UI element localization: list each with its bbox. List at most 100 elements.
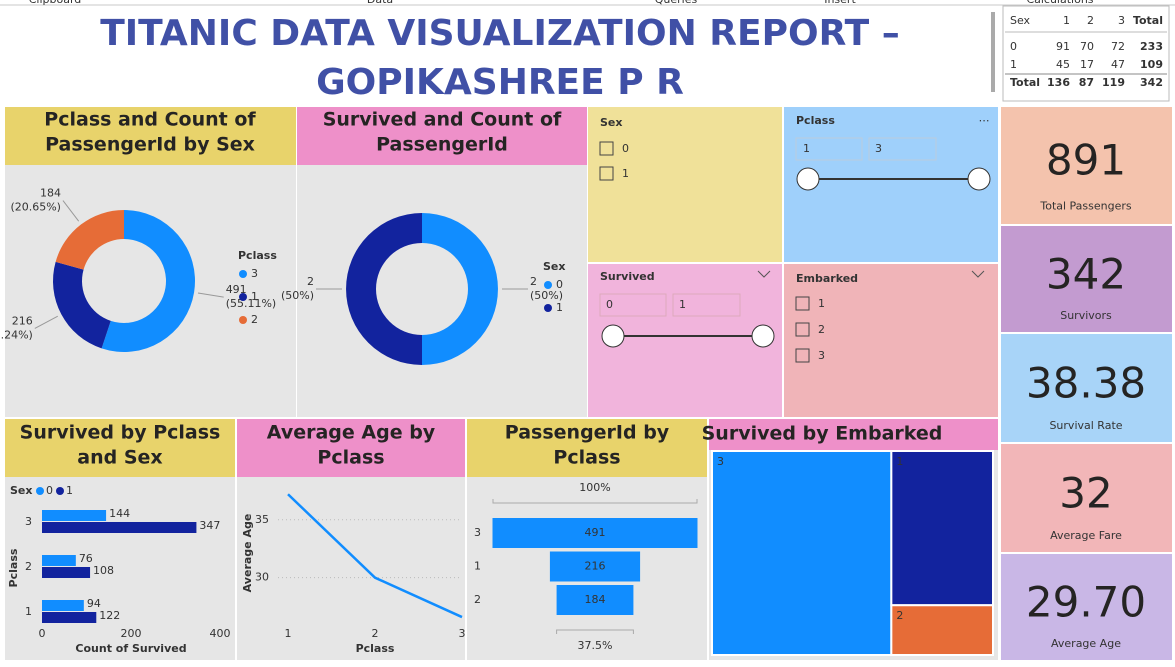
panel-header (709, 419, 998, 450)
chart-title: PassengerId by (505, 422, 670, 444)
legend-marker (239, 270, 247, 278)
checkbox[interactable] (795, 296, 810, 311)
legend-label: 2 (251, 313, 258, 326)
data-label: 2 (530, 275, 537, 288)
chart-title: Survived by Pclass (20, 422, 221, 444)
card (1001, 554, 1172, 660)
data-label: 108 (93, 564, 114, 577)
x-tick-label: 1 (285, 627, 292, 640)
chevron[interactable] (757, 270, 771, 278)
matrix-header: 1 (1063, 14, 1070, 27)
range-value: 1 (679, 298, 686, 311)
y-tick-label: 3 (474, 526, 481, 539)
range-value: 0 (606, 298, 613, 311)
y-tick-label: 30 (255, 571, 269, 584)
x-tick-label: 2 (372, 627, 379, 640)
legend-title: Sex (10, 484, 32, 497)
x-axis-title: Count of Survived (75, 642, 186, 655)
slider-handle[interactable] (796, 167, 820, 191)
report-title: TITANIC DATA VISUALIZATION REPORT – (100, 13, 900, 54)
data-label: (55.11%) (226, 297, 277, 310)
bracket (492, 499, 698, 504)
legend-marker (544, 281, 552, 289)
panel-header (237, 419, 465, 477)
range-box[interactable] (795, 137, 863, 161)
checkbox[interactable] (795, 322, 810, 337)
range-box[interactable] (868, 137, 937, 161)
matrix-cell: 91 (1056, 40, 1070, 53)
y-tick-label: 2 (25, 560, 32, 573)
data-label: 76 (79, 552, 93, 565)
data-label: 184 (40, 187, 61, 200)
chevron[interactable] (971, 270, 985, 278)
legend-marker (36, 487, 44, 495)
range-value: 3 (875, 142, 882, 155)
bar (42, 612, 97, 623)
data-label: 491 (585, 526, 606, 539)
ribbon-label: Insert (824, 0, 856, 6)
card-value: 29.70 (1026, 577, 1146, 626)
data-label: 2 (307, 275, 314, 288)
data-label: 347 (199, 519, 220, 532)
slicer-panel (588, 107, 782, 262)
data-label: 491 (226, 283, 247, 296)
matrix-cell: 72 (1111, 40, 1125, 53)
checkbox[interactable] (599, 166, 614, 181)
donut-slice (55, 210, 125, 270)
bar (42, 555, 76, 566)
matrix-cell: 0 (1010, 40, 1017, 53)
panel (297, 165, 587, 417)
card-value: 38.38 (1026, 358, 1146, 407)
data-label: 144 (109, 507, 130, 520)
card-label: Survivors (1060, 309, 1112, 322)
legend-label: 0 (46, 484, 53, 497)
leader-line (62, 200, 80, 222)
slider-handle[interactable] (751, 324, 775, 348)
range-box[interactable] (599, 293, 667, 317)
treemap-tile (890, 450, 994, 607)
funnel-bar (549, 551, 641, 582)
range-box[interactable] (672, 293, 741, 317)
matrix-header: 3 (1118, 14, 1125, 27)
card-label: Average Age (1051, 637, 1121, 650)
card-label: Average Fare (1050, 529, 1122, 542)
checkbox[interactable] (599, 141, 614, 156)
slicer-option: 1 (818, 297, 825, 310)
report-title: GOPIKASHREE P R (316, 62, 684, 103)
panel-header (467, 419, 707, 477)
chart-title: PassengerId by Sex (45, 134, 255, 156)
y-tick-label: 35 (255, 513, 269, 526)
donut-slice (346, 213, 422, 365)
slider-handle[interactable] (967, 167, 991, 191)
checkbox[interactable] (795, 348, 810, 363)
matrix-cell: 136 (1047, 76, 1070, 89)
funnel-top-label: 100% (579, 481, 610, 494)
panel-header (297, 107, 587, 165)
slicer-panel (784, 107, 998, 262)
matrix-cell: 1 (1010, 58, 1017, 71)
slider-handle[interactable] (601, 324, 625, 348)
legend-label: 1 (556, 301, 563, 314)
y-tick-label: 1 (474, 560, 481, 573)
legend-label: 3 (251, 267, 258, 280)
y-axis-title: Pclass (7, 548, 20, 587)
ribbon-label: Data (367, 0, 393, 6)
chart-title: and Sex (77, 447, 162, 469)
bar (42, 510, 107, 521)
tile-label: 3 (717, 455, 724, 468)
data-label: (20.65%) (10, 201, 61, 214)
slicer-option: 3 (818, 349, 825, 362)
chart-title: Survived and Count of (323, 109, 562, 131)
slicer-title: Pclass (796, 114, 835, 127)
more-options[interactable]: ⋯ (979, 114, 990, 127)
data-label: (50%) (281, 289, 314, 302)
legend-label: 1 (66, 484, 73, 497)
bracket (556, 629, 634, 634)
x-tick-label: 400 (210, 627, 231, 640)
data-label: 94 (87, 597, 101, 610)
legend-marker (239, 316, 247, 324)
card-value: 891 (1046, 136, 1126, 185)
treemap-tile (711, 450, 893, 656)
leader-line (197, 292, 224, 298)
slicer-option: 0 (622, 142, 629, 155)
